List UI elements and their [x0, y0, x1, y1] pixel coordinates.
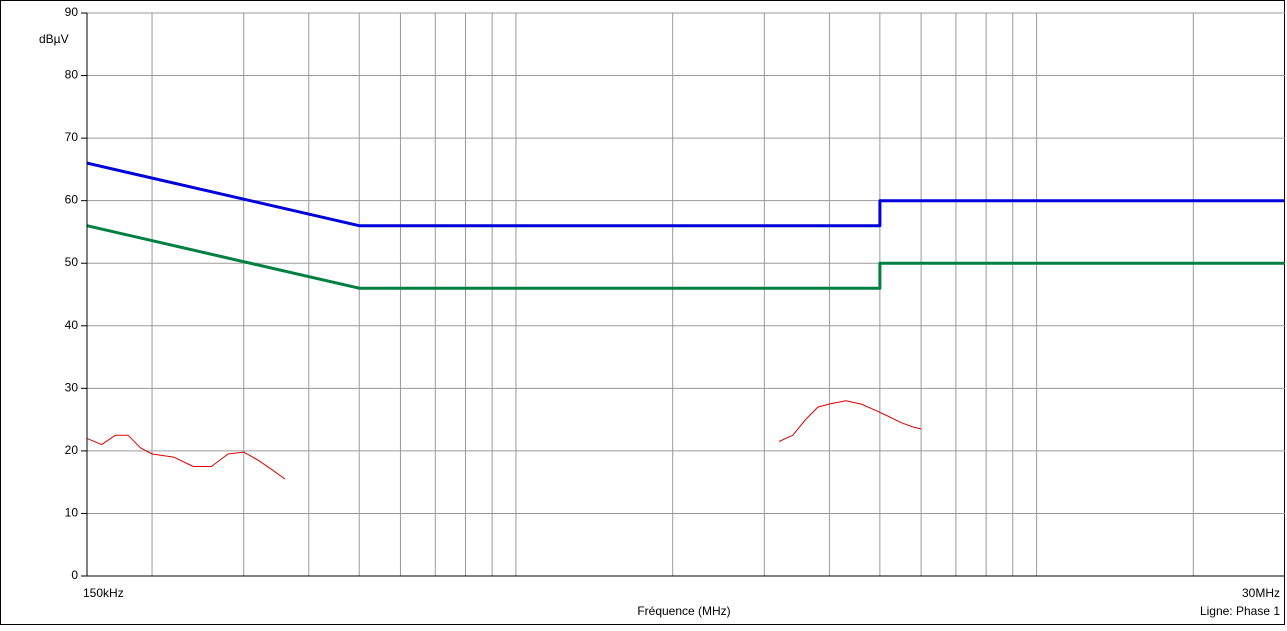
y-tick-label: 20 [65, 443, 79, 457]
y-tick-label: 40 [65, 318, 79, 332]
y-tick-label: 30 [65, 380, 79, 394]
x-axis-label: Fréquence (MHz) [637, 604, 730, 618]
limit-line-2 [86, 224, 1285, 290]
vertical-grid [151, 13, 1194, 576]
y-tick-label: 80 [65, 68, 79, 82]
measurement-trace-2 [778, 400, 922, 442]
series-layer [86, 161, 1285, 480]
y-tick-label: 0 [71, 568, 78, 582]
y-axis-unit-label: dBµV [39, 32, 69, 46]
limit-line-1 [86, 161, 1285, 228]
x-tick-label-start: 150kHz [83, 586, 124, 600]
y-tick-label: 10 [65, 505, 79, 519]
measurement-trace-1 [86, 434, 286, 480]
trace-annotation: Ligne: Phase 1 [1200, 604, 1280, 618]
y-tick-label: 70 [65, 130, 79, 144]
x-tick-label-end: 30MHz [1242, 586, 1280, 600]
y-tick-label: 90 [65, 5, 79, 19]
y-tick-label: 50 [65, 255, 79, 269]
y-tick-label: 60 [65, 193, 79, 207]
horizontal-grid [81, 12, 1285, 577]
y-tick-labels: 0 10 20 30 40 50 60 70 80 90 [65, 5, 79, 582]
